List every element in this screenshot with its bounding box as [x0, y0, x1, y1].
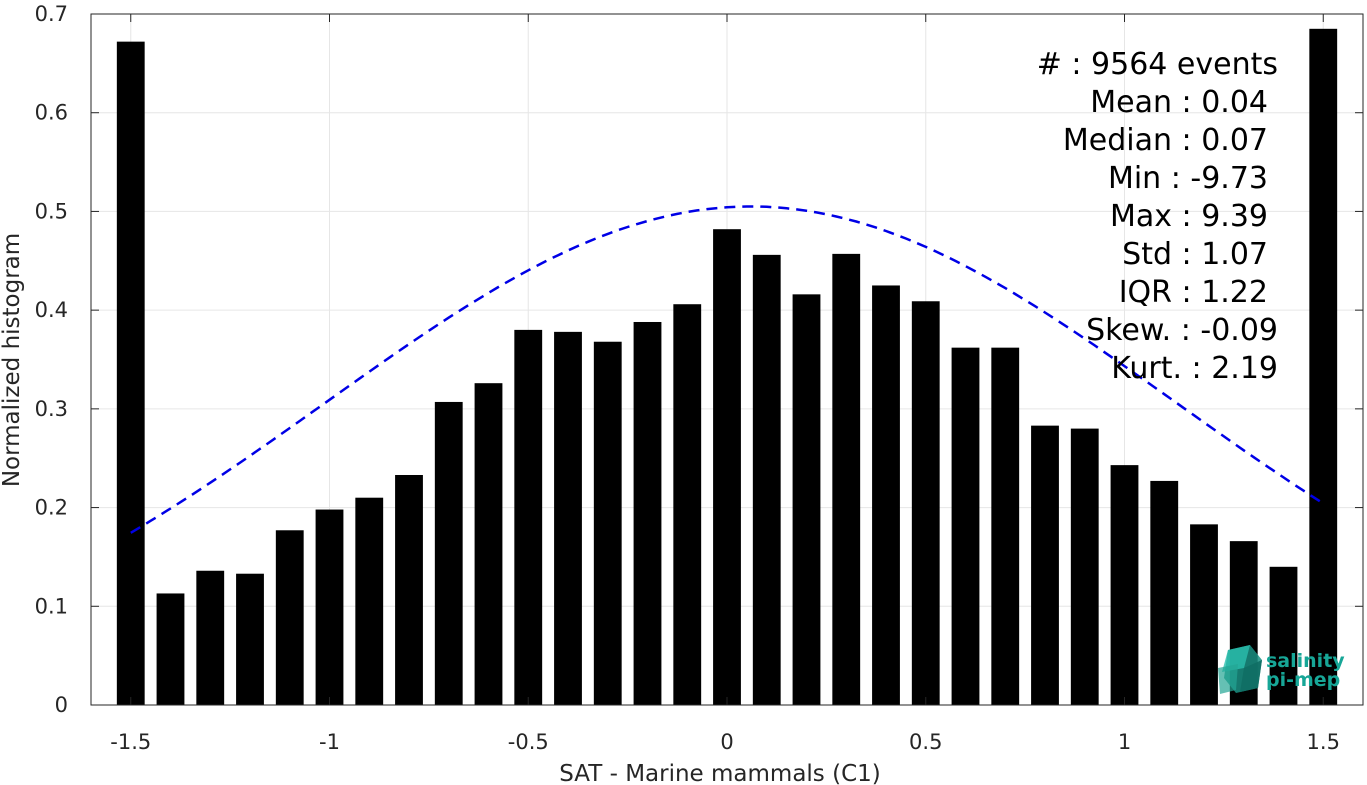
bar — [673, 304, 702, 705]
bar — [991, 347, 1020, 705]
y-tick-label: 0 — [55, 693, 68, 717]
bar — [1031, 425, 1059, 705]
x-tick-label: -1 — [319, 730, 340, 754]
y-axis-label: Normalized histogram — [0, 233, 25, 487]
y-tick-label: 0.4 — [35, 298, 68, 322]
bar — [474, 383, 503, 705]
stat-line: Std : 1.07 — [1122, 237, 1268, 272]
bar — [713, 229, 741, 705]
x-tick-label: -0.5 — [508, 730, 549, 754]
bar — [1269, 566, 1298, 705]
bar — [275, 530, 304, 705]
logo-line2: pi-mep — [1266, 669, 1340, 691]
y-tick-label: 0.7 — [35, 2, 68, 26]
bar — [514, 329, 543, 705]
bar — [752, 254, 781, 705]
x-tick-label: 1 — [1118, 730, 1131, 754]
bar — [156, 593, 185, 705]
stat-line: Median : 0.07 — [1063, 123, 1268, 158]
bar — [1190, 524, 1218, 705]
salinity-pimep-logo: salinity pi-mep — [1218, 645, 1345, 694]
bar — [554, 331, 582, 705]
x-axis-label: SAT - Marine mammals (C1) — [559, 761, 881, 785]
logo-line1: salinity — [1266, 650, 1345, 672]
y-tick-labels: 0 0.1 0.2 0.3 0.4 0.5 0.6 0.7 — [35, 2, 68, 717]
bar — [832, 253, 861, 705]
stat-line: Max : 9.39 — [1110, 199, 1268, 234]
stat-line: Skew. : -0.09 — [1086, 313, 1278, 348]
bar — [236, 573, 264, 705]
bar — [395, 474, 423, 705]
logo-cube-icon — [1218, 645, 1262, 694]
x-tick-label: 0 — [720, 730, 733, 754]
y-tick-label: 0.6 — [35, 101, 68, 125]
bar — [1150, 480, 1179, 705]
y-tick-label: 0.3 — [35, 397, 68, 421]
bar — [951, 347, 980, 705]
stat-line: IQR : 1.22 — [1119, 275, 1268, 310]
x-tick-labels: -1.5 -1 -0.5 0 0.5 1 1.5 — [110, 730, 1340, 754]
stat-line: Kurt. : 2.19 — [1111, 351, 1278, 386]
bar — [1309, 28, 1338, 706]
bar — [116, 41, 145, 705]
stat-line: # : 9564 events — [1037, 47, 1278, 82]
bar — [434, 401, 463, 705]
bar — [1070, 428, 1099, 705]
fit-curve-line — [130, 205, 1324, 534]
bar — [593, 341, 622, 705]
y-tick-label: 0.2 — [35, 496, 68, 520]
bar — [792, 294, 821, 705]
bar — [633, 321, 662, 705]
bar — [911, 301, 940, 705]
stat-line: Min : -9.73 — [1108, 161, 1268, 196]
bar — [1110, 465, 1139, 705]
x-tick-label: 0.5 — [909, 730, 942, 754]
stat-line: Mean : 0.04 — [1090, 85, 1268, 120]
x-tick-label: 1.5 — [1307, 730, 1340, 754]
y-tick-label: 0.1 — [35, 594, 68, 618]
bars-group — [116, 28, 1338, 706]
bar — [355, 497, 384, 705]
bar — [315, 509, 344, 705]
axis-ticks — [91, 13, 1363, 706]
bar — [196, 570, 225, 705]
y-tick-label: 0.5 — [35, 199, 68, 223]
x-tick-label: -1.5 — [110, 730, 151, 754]
bar — [872, 285, 900, 705]
